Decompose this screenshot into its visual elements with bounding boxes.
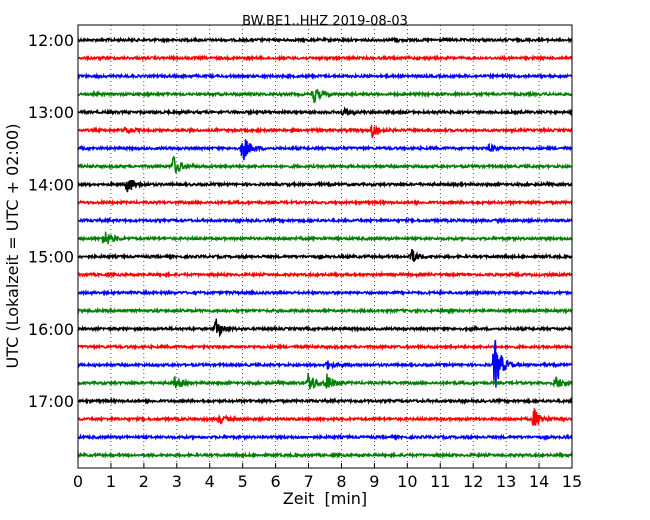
seismogram-trace-10 <box>77 216 573 225</box>
seismogram-trace-3 <box>77 89 573 103</box>
seismogram-trace-15 <box>77 306 573 315</box>
seismogram-trace-8 <box>77 179 573 193</box>
seismogram-trace-12 <box>77 248 573 263</box>
seismogram-trace-19 <box>77 373 573 390</box>
x-tick-label: 7 <box>303 472 313 491</box>
seismogram-trace-23 <box>77 451 573 460</box>
seismogram-trace-1 <box>77 53 573 63</box>
seismogram-trace-7 <box>77 155 573 174</box>
x-tick-label: 2 <box>139 472 149 491</box>
x-tick-label: 3 <box>172 472 182 491</box>
seismogram-trace-16 <box>77 318 573 338</box>
seismogram-trace-17 <box>77 342 573 351</box>
seismogram-trace-18 <box>77 339 573 388</box>
seismogram-trace-22 <box>77 432 573 442</box>
seismogram-trace-5 <box>77 123 573 139</box>
x-tick-label: 4 <box>205 472 215 491</box>
y-tick-label: 16:00 <box>28 320 74 339</box>
x-tick-label: 8 <box>336 472 346 491</box>
seismogram-trace-9 <box>77 198 573 207</box>
x-tick-label: 1 <box>106 472 116 491</box>
x-tick-label: 12 <box>463 472 483 491</box>
y-axis-label: UTC (Lokalzeit = UTC + 02:00) <box>3 124 22 369</box>
seismogram-trace-2 <box>77 72 573 81</box>
seismogram-trace-4 <box>77 106 573 117</box>
seismogram-trace-11 <box>77 231 573 245</box>
x-tick-label: 0 <box>73 472 83 491</box>
chart-title: BW.BE1..HHZ 2019-08-03 <box>242 14 408 29</box>
x-tick-label: 11 <box>430 472 450 491</box>
x-tick-label: 5 <box>238 472 248 491</box>
x-axis-label: Zeit [min] <box>283 489 367 508</box>
x-tick-label: 14 <box>529 472 549 491</box>
plot-frame <box>77 24 573 469</box>
x-axis: 0 1 2 3 4 5 6 7 8 9 10 11 12 13 14 15 <box>73 463 582 491</box>
y-tick-label: 13:00 <box>28 103 74 122</box>
seismogram-trace-14 <box>77 288 573 297</box>
seismogram-traces <box>77 35 573 460</box>
seismogram-trace-21 <box>77 407 573 426</box>
x-tick-label: 6 <box>271 472 281 491</box>
x-tick-label: 9 <box>369 472 379 491</box>
seismogram-trace-6 <box>77 139 573 161</box>
seismogram-trace-0 <box>77 35 573 45</box>
y-tick-label: 15:00 <box>28 248 74 267</box>
y-tick-label: 14:00 <box>28 175 74 194</box>
seismogram-trace-20 <box>77 396 573 406</box>
y-tick-label: 17:00 <box>28 392 74 411</box>
seismogram-trace-13 <box>77 270 573 279</box>
x-tick-label: 10 <box>397 472 417 491</box>
x-tick-label: 13 <box>496 472 516 491</box>
x-tick-label: 15 <box>562 472 582 491</box>
y-axis: 12:00 13:00 14:00 15:00 16:00 17:00 <box>28 31 83 411</box>
y-tick-label: 12:00 <box>28 31 74 50</box>
